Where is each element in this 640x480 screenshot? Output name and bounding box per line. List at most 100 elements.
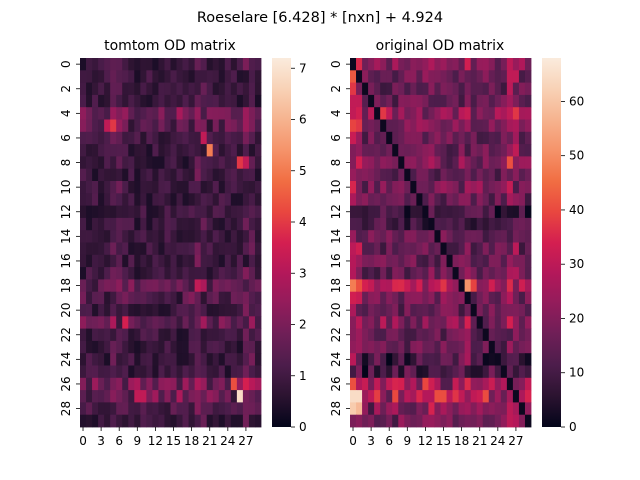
heatmap-cell: [440, 193, 447, 206]
heatmap-cell: [512, 156, 520, 170]
heatmap-cell: [158, 340, 165, 354]
heatmap-cell: [86, 328, 93, 342]
heatmap-cell: [218, 217, 226, 231]
heatmap-cell: [446, 144, 453, 157]
heatmap-cell: [470, 107, 478, 120]
heatmap-cell: [92, 316, 99, 329]
heatmap-cell: [146, 205, 153, 219]
heatmap-cell: [152, 181, 159, 194]
heatmap-cell: [176, 316, 183, 329]
heatmap-cell: [446, 316, 453, 329]
heatmap-cell: [464, 353, 472, 366]
heatmap-cell: [488, 390, 496, 403]
heatmap-cell: [122, 230, 129, 243]
heatmap-cell: [470, 279, 478, 293]
heatmap-cell: [116, 254, 123, 268]
heatmap-cell: [170, 267, 177, 280]
heatmap-cell: [470, 304, 478, 317]
heatmap-cell: [380, 328, 387, 342]
y-tick-label: 28: [329, 401, 343, 416]
heatmap-cell: [116, 70, 123, 83]
heatmap-cell: [356, 82, 363, 96]
heatmap-cell: [518, 70, 526, 83]
heatmap-cell: [128, 390, 135, 403]
heatmap-cell: [188, 414, 196, 428]
heatmap-cell: [428, 168, 435, 182]
heatmap-cell: [182, 217, 189, 231]
heatmap-cell: [206, 168, 214, 182]
heatmap-cell: [398, 107, 405, 120]
heatmap-cell: [428, 230, 435, 243]
heatmap-cell: [152, 390, 159, 403]
heatmap-cell: [80, 402, 87, 416]
heatmap-cell: [98, 82, 105, 96]
heatmap-cell: [392, 365, 399, 379]
heatmap-cell: [500, 217, 508, 231]
heatmap-cell: [218, 144, 226, 157]
x-tick-label: 6: [115, 434, 123, 448]
heatmap-cell: [170, 316, 177, 329]
heatmap-cell: [200, 217, 208, 231]
heatmap-cell: [416, 58, 423, 71]
heatmap-cell: [254, 230, 262, 243]
heatmap-cell: [170, 94, 177, 108]
heatmap-cell: [446, 414, 453, 428]
heatmap-cell: [110, 316, 117, 329]
heatmap-cell: [446, 82, 453, 96]
heatmap-cell: [368, 242, 375, 256]
heatmap-cell: [428, 377, 435, 391]
heatmap-cell: [140, 267, 147, 280]
heatmap-cell: [434, 230, 441, 243]
heatmap-cell: [512, 254, 520, 268]
heatmap-cell: [188, 316, 196, 329]
heatmap-cell: [194, 205, 202, 219]
heatmap-cell: [428, 267, 435, 280]
heatmap-cell: [254, 279, 262, 293]
heatmap-cell: [254, 254, 262, 268]
heatmap-cell: [98, 181, 105, 194]
heatmap-cell: [140, 107, 147, 120]
heatmap-cell: [458, 205, 466, 219]
heatmap-cell: [176, 365, 183, 379]
heatmap-cell: [476, 353, 484, 366]
heatmap-cell: [434, 119, 441, 133]
heatmap-cell: [404, 181, 411, 194]
heatmap-cell: [524, 254, 532, 268]
heatmap-cell: [416, 82, 423, 96]
heatmap-cell: [206, 377, 214, 391]
heatmap-cell: [452, 82, 459, 96]
heatmap-cell: [194, 291, 202, 305]
heatmap-cell: [422, 58, 429, 71]
heatmap-cell: [254, 353, 262, 366]
y-tick-label: 20: [59, 303, 73, 318]
heatmap-cell: [248, 205, 256, 219]
heatmap-cell: [446, 254, 453, 268]
heatmap-cell: [464, 340, 472, 354]
heatmap-cell: [524, 377, 532, 391]
heatmap-cell: [224, 205, 232, 219]
heatmap-cell: [488, 291, 496, 305]
heatmap-cell: [98, 94, 105, 108]
heatmap-cell: [146, 365, 153, 379]
heatmap-cell: [188, 365, 196, 379]
heatmap-cell: [224, 365, 232, 379]
heatmap-cell: [146, 181, 153, 194]
heatmap-cell: [110, 390, 117, 403]
heatmap-cell: [242, 279, 250, 293]
heatmap-cell: [212, 217, 220, 231]
heatmap-cell: [446, 402, 453, 416]
heatmap-cell: [170, 390, 177, 403]
heatmap-cell: [350, 205, 357, 219]
heatmap-cell: [80, 267, 87, 280]
heatmap-cell: [488, 377, 496, 391]
heatmap-cell: [248, 353, 256, 366]
heatmap-cell: [374, 94, 381, 108]
heatmap-cell: [212, 377, 220, 391]
heatmap-cell: [362, 193, 369, 206]
heatmap-cell: [422, 365, 429, 379]
heatmap-cell: [398, 279, 405, 293]
heatmap-cell: [458, 365, 466, 379]
heatmap-cell: [110, 279, 117, 293]
heatmap-cell: [428, 70, 435, 83]
heatmap-cell: [428, 340, 435, 354]
